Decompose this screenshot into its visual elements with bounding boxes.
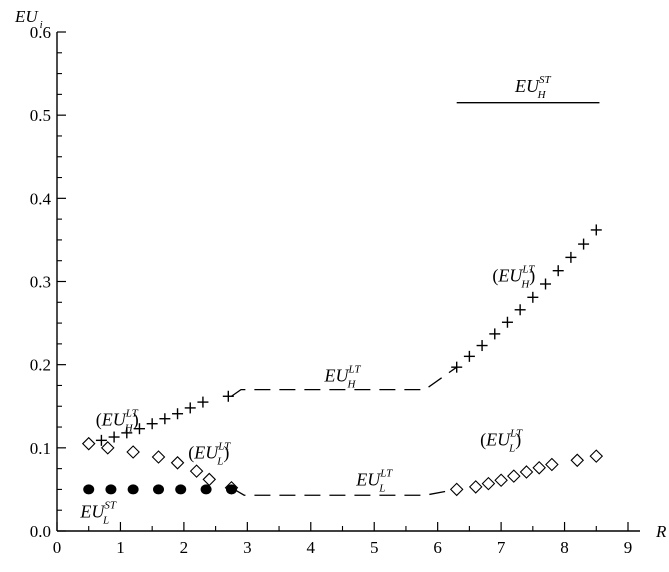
y-tick-label: 0.5 — [30, 106, 51, 125]
x-tick-label: 5 — [370, 538, 379, 557]
y-tick-label: 0.4 — [30, 189, 52, 208]
diamond-marker — [468, 480, 483, 494]
plus-marker — [476, 340, 488, 352]
y-axis-label-subscript: i — [40, 19, 43, 31]
dashed-line — [231, 487, 457, 496]
plus-marker — [463, 350, 475, 362]
markers — [81, 224, 604, 497]
plus-marker — [451, 361, 463, 373]
plus-marker — [501, 316, 513, 328]
plus-marker — [552, 265, 564, 277]
plus-marker — [133, 423, 145, 435]
y-axis-label: EU i — [14, 7, 43, 31]
lines — [231, 102, 600, 496]
plus-marker — [565, 251, 577, 263]
plus-marker — [489, 328, 501, 340]
plus-marker — [146, 418, 158, 430]
plus-marker — [578, 238, 590, 250]
y-tick-label: 0.6 — [30, 23, 51, 42]
plus-marker — [527, 291, 539, 303]
x-tick-label: 8 — [560, 538, 569, 557]
dot-marker — [200, 484, 212, 495]
x-tick-label: 4 — [307, 538, 316, 557]
plus-marker — [197, 396, 209, 408]
annotation-label: EUST L — [79, 500, 117, 527]
diamond-marker — [189, 464, 204, 478]
annotation-label: (EULT H) — [492, 264, 535, 291]
dot-marker — [105, 484, 117, 495]
dot-marker — [127, 484, 139, 495]
diamond-marker — [507, 469, 521, 483]
plus-marker — [172, 408, 184, 420]
diamond-marker — [519, 465, 534, 479]
plus-marker — [159, 413, 171, 425]
diamond-marker — [81, 436, 96, 451]
x-tick-label: 0 — [53, 538, 62, 557]
annotation-label: (EULT H) — [96, 407, 139, 434]
diamond-marker — [202, 472, 217, 487]
annotation-label: (EULT L) — [188, 441, 231, 468]
dashed-line — [231, 366, 458, 397]
diamond-marker — [532, 461, 546, 475]
diamond-marker — [100, 441, 115, 455]
dot-marker — [83, 484, 95, 495]
ticks: 0 1 2 3 4 5 6 7 8 9 0.0 0.1 0.2 0.3 0.4 0.5 0.6 — [30, 23, 633, 557]
plus-marker — [108, 431, 120, 443]
dot-marker — [175, 484, 187, 495]
plus-marker — [590, 224, 602, 236]
y-tick-label: 0.2 — [30, 356, 51, 375]
plus-marker — [121, 427, 133, 439]
plus-marker — [222, 390, 234, 402]
diamond-marker — [126, 445, 140, 459]
diamond-marker — [170, 456, 185, 470]
diamond-marker — [545, 457, 559, 472]
y-tick-label: 0.3 — [30, 273, 51, 292]
diamond-marker — [151, 450, 166, 464]
plus-marker — [514, 304, 526, 316]
plus-marker — [95, 434, 107, 446]
x-tick-label: 1 — [116, 538, 125, 557]
diamond-marker — [570, 453, 585, 468]
annotations: EUST H (EULT H) EULT H (EULT H) (EULT L) EULT L (EUL… — [79, 74, 551, 527]
diamond-marker — [449, 482, 464, 497]
annotation-label: EULT H — [323, 363, 361, 390]
x-tick-label: 7 — [497, 538, 506, 557]
plus-marker — [184, 402, 196, 414]
plus-marker — [540, 278, 552, 290]
x-tick-label: 9 — [624, 538, 633, 557]
x-axis-label: R — [655, 522, 667, 541]
axes — [56, 32, 640, 532]
x-tick-label: 2 — [180, 538, 189, 557]
x-tick-label: 3 — [243, 538, 252, 557]
annotation-label: EUST H — [514, 74, 552, 101]
x-tick-label: 6 — [433, 538, 442, 557]
dot-marker — [153, 484, 165, 495]
diamond-marker — [589, 449, 604, 463]
diamond-marker — [481, 476, 496, 491]
y-tick-label: 0.0 — [30, 522, 51, 541]
dot-marker — [225, 484, 237, 495]
y-tick-label: 0.1 — [30, 439, 51, 458]
annotation-label: (EULT L) — [480, 427, 523, 454]
diamond-marker — [494, 473, 508, 488]
annotation-label: EULT L — [355, 467, 393, 494]
